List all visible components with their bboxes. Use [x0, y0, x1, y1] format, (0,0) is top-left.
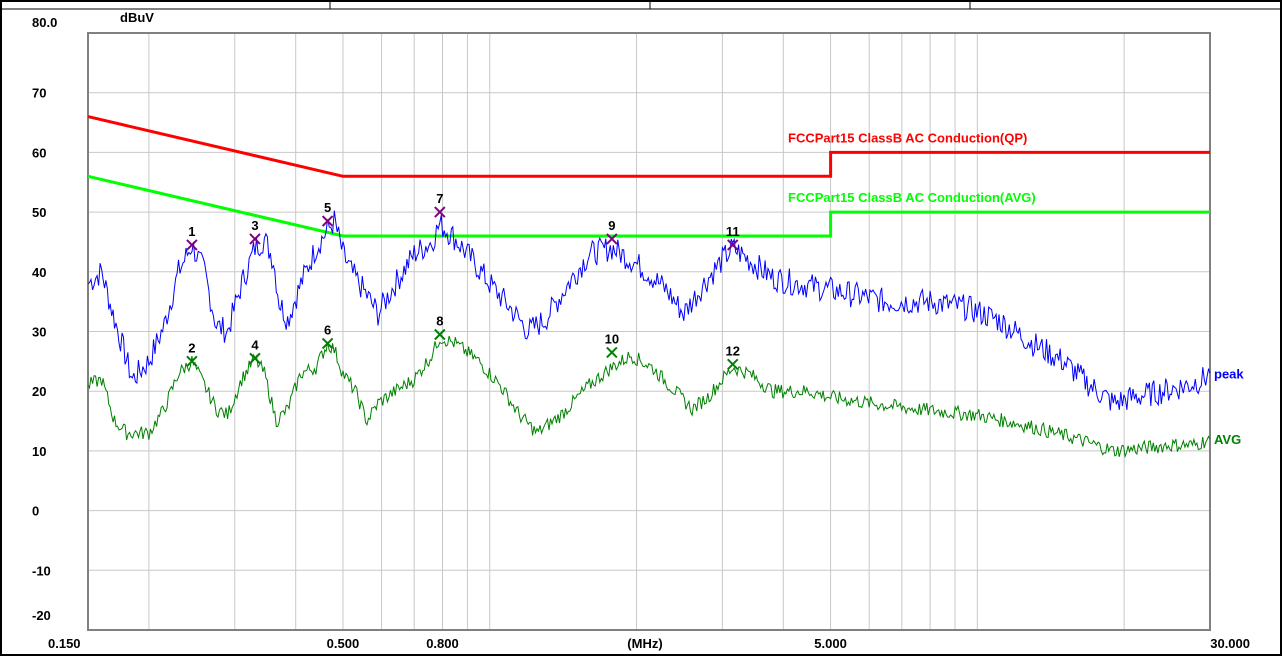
marker-10: 10	[605, 331, 619, 359]
marker-cross	[434, 328, 446, 341]
y-tick-label: 30	[32, 325, 46, 340]
marker-label: 5	[324, 200, 331, 215]
y-axis-ticks: 80.0 70 60 50 40 30 20 10 0 -10 -20	[32, 15, 57, 623]
marker-7: 7	[434, 191, 446, 218]
marker-label: 1	[188, 224, 195, 239]
x-tick-label: (MHz)	[627, 636, 662, 651]
y-tick-label: 40	[32, 265, 46, 280]
series-line-avg	[87, 335, 1211, 459]
grid	[88, 33, 1210, 630]
x-tick-label: 0.800	[426, 636, 459, 651]
y-tick-label: 60	[32, 145, 46, 160]
marker-cross	[606, 233, 618, 245]
marker-1: 1	[186, 224, 198, 251]
limit-lines: FCCPart15 ClassB AC Conduction(QP) FCCPar…	[87, 115, 1210, 238]
marker-8: 8	[434, 313, 446, 341]
limit-label-avg: FCCPart15 ClassB AC Conduction(AVG)	[788, 190, 1036, 205]
limit-label-qp: FCCPart15 ClassB AC Conduction(QP)	[788, 130, 1027, 145]
marker-9: 9	[606, 218, 618, 245]
x-tick-label: 5.000	[814, 636, 847, 651]
marker-cross	[186, 355, 198, 368]
limit-line-avg	[87, 174, 1210, 238]
marker-label: 9	[608, 218, 615, 233]
marker-cross	[321, 337, 334, 350]
marker-4: 4	[249, 337, 261, 365]
marker-label: 6	[324, 322, 331, 337]
marker-cross	[249, 233, 261, 245]
marker-cross	[727, 358, 739, 371]
marker-label: 11	[726, 224, 740, 239]
marker-label: 8	[436, 313, 443, 328]
series-label-avg: AVG	[1214, 432, 1241, 447]
marker-cross	[727, 239, 739, 251]
y-tick-label: 20	[32, 384, 46, 399]
marker-11: 11	[726, 224, 740, 251]
plot-area-border	[87, 32, 1211, 631]
marker-cross	[321, 215, 334, 227]
series-line-peak	[87, 210, 1211, 411]
marker-label: 2	[188, 340, 195, 355]
y-tick-label: 10	[32, 444, 46, 459]
x-tick-label: 0.500	[327, 636, 360, 651]
marker-label: 7	[436, 191, 443, 206]
marker-label: 3	[251, 218, 258, 233]
y-tick-label: 80.0	[32, 15, 57, 30]
x-tick-label: 0.150	[48, 636, 81, 651]
y-tick-label: -10	[32, 563, 51, 578]
marker-6: 6	[321, 322, 334, 350]
marker-label: 10	[605, 331, 619, 346]
data-series: peak AVG	[87, 210, 1244, 459]
marker-5: 5	[321, 200, 334, 227]
limit-line-qp	[87, 115, 1210, 178]
marker-cross	[249, 352, 261, 365]
x-tick-label: 30.000	[1210, 636, 1250, 651]
y-tick-label: 50	[32, 205, 46, 220]
marker-cross	[606, 346, 618, 359]
marker-cross	[186, 239, 198, 251]
series-label-peak: peak	[1214, 366, 1244, 381]
marker-label: 4	[251, 337, 259, 352]
marker-cross	[434, 206, 446, 218]
x-axis-ticks: 0.150 0.500 0.800 (MHz) 5.000 30.000	[48, 636, 1250, 651]
marker-2: 2	[186, 340, 198, 368]
y-tick-label: -20	[32, 608, 51, 623]
y-tick-label: 70	[32, 86, 46, 101]
y-tick-label: 0	[32, 504, 39, 519]
marker-label: 12	[725, 343, 739, 358]
marker-12: 12	[725, 343, 740, 371]
y-axis-unit-label: dBuV	[120, 10, 154, 25]
marker-3: 3	[249, 218, 261, 245]
